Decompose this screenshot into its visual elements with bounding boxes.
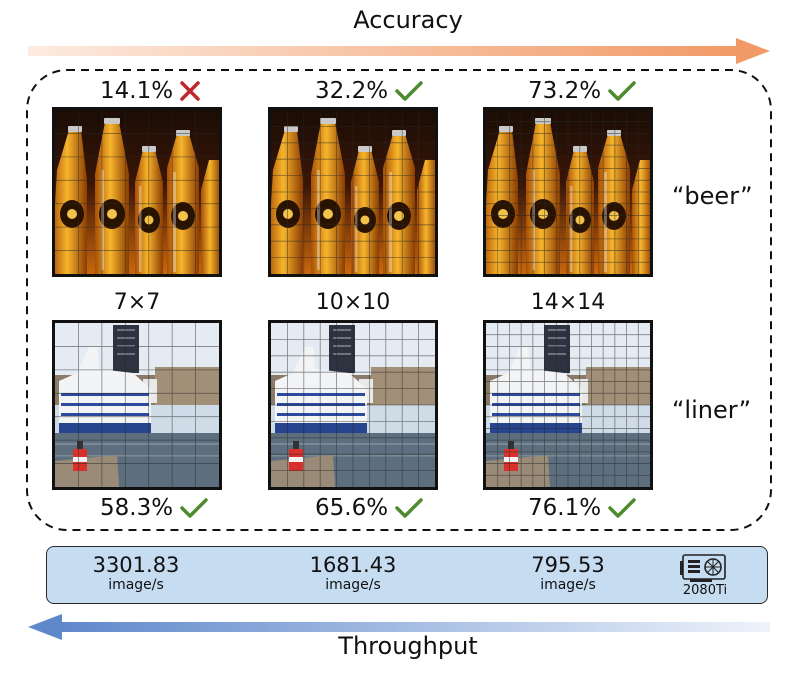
beer-photo-10x10 <box>268 107 438 277</box>
dashed-container <box>26 69 772 531</box>
beer-photo-7x7 <box>52 107 222 277</box>
throughput-arrow <box>28 614 770 640</box>
class-label-liner: “liner” <box>672 396 752 424</box>
accuracy-arrow <box>28 38 770 64</box>
check-icon <box>394 497 424 519</box>
beer-photo-14x14 <box>483 107 653 277</box>
throughput-label: Throughput <box>338 632 478 660</box>
cruise-liner-photo <box>271 323 435 487</box>
throughput-value: 3301.83 <box>92 553 180 577</box>
accuracy-value: 76.1% <box>528 495 602 521</box>
liner-photo-7x7 <box>52 320 222 490</box>
throughput-14x14: 795.53 image/s <box>498 553 638 593</box>
check-icon <box>607 497 637 519</box>
cruise-liner-photo <box>55 323 219 487</box>
throughput-value: 1681.43 <box>309 553 397 577</box>
accuracy-value: 73.2% <box>528 78 602 104</box>
result-beer-7x7: 14.1% <box>100 78 201 104</box>
cruise-liner-photo <box>486 323 650 487</box>
throughput-7x7: 3301.83 image/s <box>66 553 206 593</box>
accuracy-label: Accuracy <box>353 6 463 34</box>
beer-bottles-photo <box>486 110 650 274</box>
liner-photo-10x10 <box>268 320 438 490</box>
grid-size-10x10: 10×10 <box>315 290 391 315</box>
accuracy-value: 32.2% <box>315 78 389 104</box>
accuracy-value: 14.1% <box>100 78 174 104</box>
accuracy-value: 58.3% <box>100 495 174 521</box>
result-beer-14x14: 73.2% <box>528 78 637 104</box>
throughput-unit: image/s <box>108 577 164 593</box>
accuracy-value: 65.6% <box>315 495 389 521</box>
grid-size-7x7: 7×7 <box>113 290 161 315</box>
liner-photo-14x14 <box>483 320 653 490</box>
check-icon <box>394 80 424 102</box>
beer-bottles-photo <box>271 110 435 274</box>
cross-icon <box>179 80 201 102</box>
throughput-value: 795.53 <box>531 553 605 577</box>
throughput-unit: image/s <box>325 577 381 593</box>
beer-bottles-photo <box>55 110 219 274</box>
result-liner-7x7: 58.3% <box>100 495 209 521</box>
result-liner-14x14: 76.1% <box>528 495 637 521</box>
gpu-card-icon <box>680 554 726 582</box>
throughput-panel <box>46 546 768 604</box>
check-icon <box>607 80 637 102</box>
throughput-unit: image/s <box>540 577 596 593</box>
class-label-beer: “beer” <box>672 182 753 210</box>
grid-size-14x14: 14×14 <box>530 290 606 315</box>
throughput-10x10: 1681.43 image/s <box>283 553 423 593</box>
check-icon <box>179 497 209 519</box>
result-beer-10x10: 32.2% <box>315 78 424 104</box>
result-liner-10x10: 65.6% <box>315 495 424 521</box>
gpu-label: 2080Ti <box>682 583 728 598</box>
